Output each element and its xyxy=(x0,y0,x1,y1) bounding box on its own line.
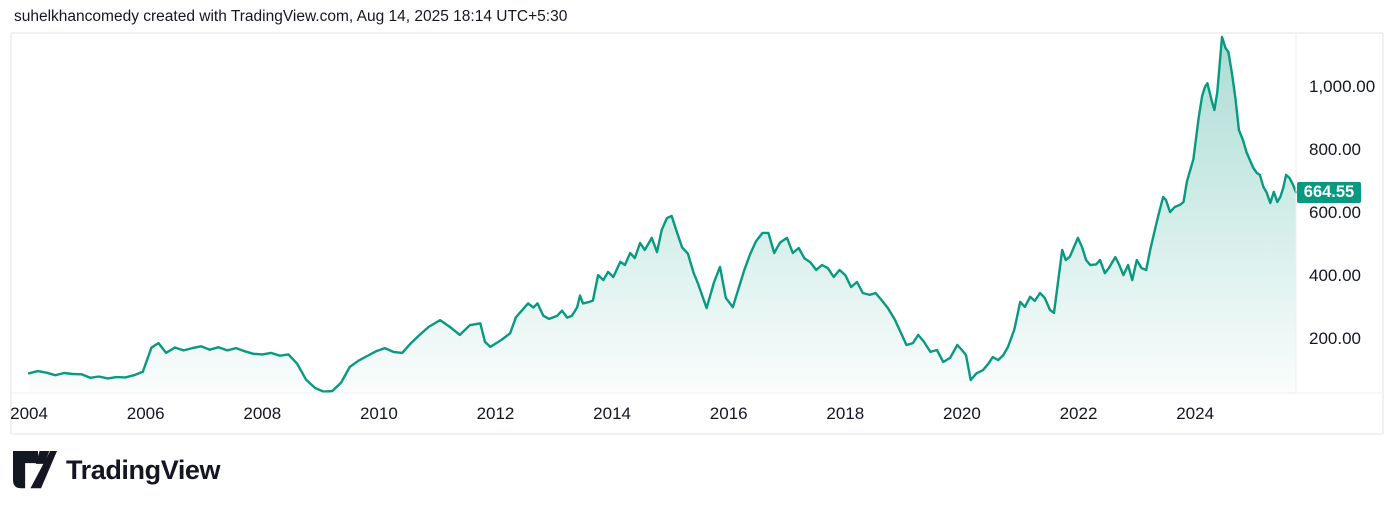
y-axis-label-600: 600.00 xyxy=(1309,202,1361,222)
series-line xyxy=(27,35,1298,393)
y-axis-label-200: 200.00 xyxy=(1309,328,1361,348)
time-scale[interactable] xyxy=(11,393,1296,434)
x-axis-label-2012: 2012 xyxy=(476,404,515,423)
x-axis-label-2020: 2020 xyxy=(943,404,981,423)
x-axis-label-2014: 2014 xyxy=(593,404,632,423)
attribution-text: suhelkhancomedy created with TradingView… xyxy=(14,8,568,25)
x-axis-label-2010: 2010 xyxy=(359,404,398,423)
y-axis-label-1000: 1,000.00 xyxy=(1309,76,1376,96)
x-axis-label-2008: 2008 xyxy=(243,404,282,423)
tradingview-logo[interactable]: TradingView xyxy=(13,451,221,489)
y-axis-label-400: 400.00 xyxy=(1309,265,1361,285)
tradingview-logo-icon xyxy=(13,451,57,489)
x-axis-label-2004: 2004 xyxy=(10,404,48,423)
x-axis-label-2006: 2006 xyxy=(126,404,165,423)
x-axis-label-2016: 2016 xyxy=(709,404,748,423)
x-axis-label-2022: 2022 xyxy=(1059,404,1098,423)
series-area-fill xyxy=(29,37,1297,393)
x-axis-label-2018: 2018 xyxy=(826,404,865,423)
y-axis-label-800: 800.00 xyxy=(1309,139,1361,159)
tradingview-logo-text: TradingView xyxy=(66,454,221,485)
last-price-badge: 664.55 xyxy=(1297,181,1361,203)
x-axis-label-2024: 2024 xyxy=(1176,404,1215,423)
